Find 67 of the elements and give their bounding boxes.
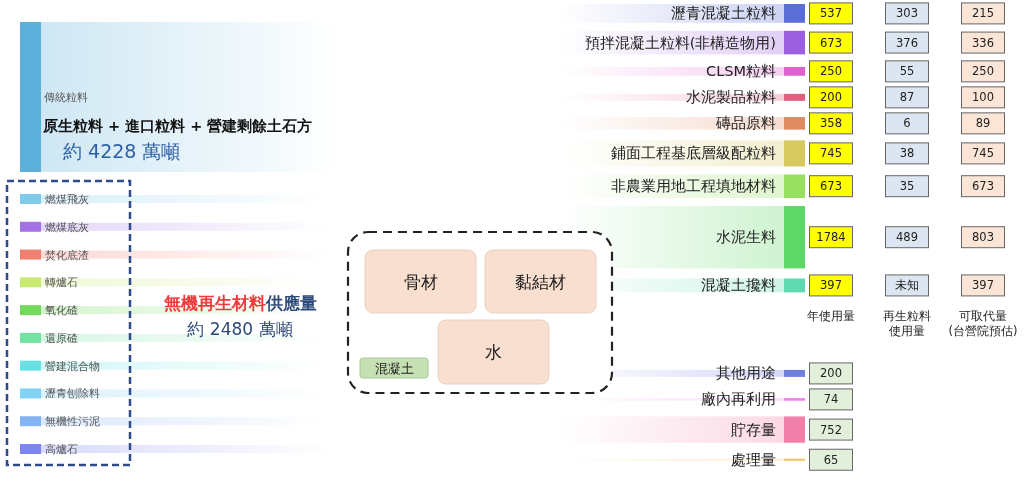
category-label: 處理量 [731,451,776,468]
data-label: 89 [975,116,991,131]
data-label: 336 [972,35,994,50]
category-label: 磚品原料 [715,115,776,132]
data-label: 673 [972,179,994,194]
series-label: 可取代量(台營院預估) [948,309,1018,338]
category-label: 鋪面工程基底層級配粒料 [611,145,776,162]
category-label: 氧化碴 [45,304,78,317]
data-label: 6 [903,116,911,131]
data-label: 200 [820,366,842,381]
data-label: 38 [899,146,915,161]
data-label: 87 [899,90,915,105]
category-label: 轉爐石 [45,276,78,289]
data-label: 200 [820,90,842,105]
category-label: 燃煤底灰 [45,220,89,233]
category-label: 瀝青刨除料 [45,387,100,400]
category-label: CLSM粒料 [706,63,776,80]
text: 無機再生材料 [162,293,266,313]
data-label: 803 [972,230,994,245]
data-label: 745 [820,146,842,161]
category-label: 高爐石 [45,443,78,455]
data-label: 303 [896,6,918,21]
data-label: 673 [820,35,842,50]
category-label: 非農業用地工程填地材料 [611,178,776,195]
data-label: 250 [820,64,842,79]
category-label: 混凝土攙料 [701,277,776,294]
text: 原生粒料 + 進口粒料 + 營建剩餘土石方 [42,117,313,134]
text: 約 4228 萬噸 [63,140,181,162]
data-label: 250 [972,64,994,79]
data-label: 35 [899,179,915,194]
data-label: 489 [896,230,918,245]
data-label: 752 [820,422,842,437]
text: 供應量 [264,293,317,313]
data-label: 397 [972,278,994,293]
category-label: 其他用途 [716,365,776,382]
data-label: 745 [972,146,994,161]
data-label: 55 [899,64,915,79]
text: 混凝土 [374,360,414,376]
legend-label: 再生粒料使用量 [883,309,931,338]
data-label: 74 [823,392,839,407]
data-label: 未知 [895,278,919,293]
category-label: 水泥製品粒料 [686,89,776,106]
category-label: 燃煤飛灰 [45,193,89,205]
category-label: 黏結材 [515,271,566,292]
category-label: 瀝青混凝土粒料 [671,5,776,22]
data-label: 215 [972,6,994,21]
category-label: 預拌混凝土粒料(非構造物用) [584,34,776,51]
data-label: 376 [896,35,918,50]
data-label: 65 [823,452,839,467]
category-label: 骨材 [403,271,438,292]
category-label: 無機性污泥 [45,415,100,428]
category-label: 營建混合物 [45,359,100,372]
text: 約 2480 萬噸 [187,319,293,339]
data-label: 100 [972,90,994,105]
series-label: 年使用量 [807,309,855,324]
data-label: 1784 [816,230,846,245]
category-label: 焚化底渣 [45,248,89,261]
category-label: 廠內再利用 [701,391,776,408]
data-label: 397 [820,278,842,293]
data-label: 358 [820,116,842,131]
category-label: 還原碴 [45,331,78,344]
data-label: 537 [820,6,842,21]
category-label: 水 [485,342,502,362]
category-label: 水泥生料 [716,229,776,246]
category-label: 貯存量 [731,421,776,438]
category-label: 傳統粒料 [44,91,88,103]
data-label: 673 [820,179,842,194]
